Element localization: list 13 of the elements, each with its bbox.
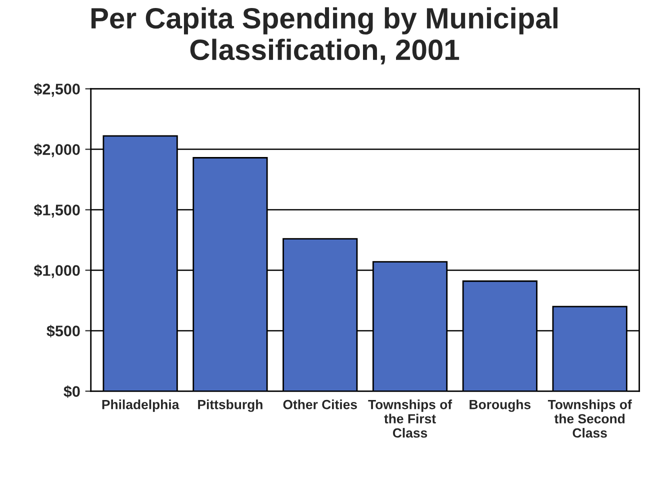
chart-title: Per Capita Spending by Municipal Classification, 2001 <box>91 7 558 64</box>
x-tick-label: Other Cities <box>283 400 357 410</box>
x-tick-label: Townships of the First Class <box>368 400 452 438</box>
x-tick-label: Townships of the Second Class <box>548 400 632 438</box>
x-tick-label: Pittsburgh <box>198 400 262 412</box>
y-tick-label: $500 <box>46 324 80 338</box>
y-tick-label: $0 <box>64 385 80 398</box>
x-tick-label: Boroughs <box>470 400 531 412</box>
y-tick-label: $2,000 <box>34 143 80 158</box>
y-tick-label: $2,500 <box>34 82 80 97</box>
x-tick-label: Philadelphia <box>102 400 180 412</box>
y-tick-label: $1,000 <box>34 264 80 278</box>
y-tick-label: $1,500 <box>34 204 80 218</box>
